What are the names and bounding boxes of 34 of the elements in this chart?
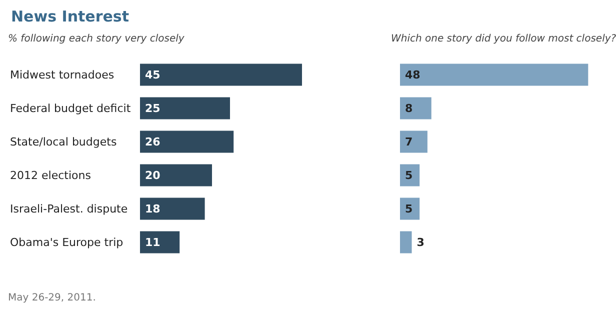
data-label: 20 [145,168,161,182]
data-label: 45 [145,68,160,82]
data-label: 11 [145,236,160,249]
data-label: 48 [405,68,420,82]
y-tick-label: 2012 elections [10,168,92,182]
data-label: 7 [405,135,413,148]
bar [140,198,205,220]
bar [400,64,588,86]
data-label: 5 [405,168,413,182]
data-label: 26 [145,135,161,148]
text: May 26-29, 2011. [8,292,96,304]
bar [140,64,302,86]
bar [400,198,420,220]
bar [400,164,420,186]
data-label: 18 [145,202,160,216]
bar [140,231,180,254]
data-label: 8 [405,102,413,115]
bar [140,130,234,153]
data-label: 25 [145,102,160,115]
y-tick-label: State/local budgets [10,135,117,148]
data-label: 5 [405,202,413,216]
chart-subtitle: % following each story very closely [8,34,186,44]
bar [140,164,212,186]
bar [400,130,428,153]
bar [140,97,230,120]
chart-title: News Interest [11,8,130,26]
chart-subtitle: Which one story did you follow most closely? [391,34,616,44]
bar [400,97,432,120]
data-label: 3 [416,236,424,249]
y-tick-label: Midwest tornadoes [10,68,114,82]
y-tick-label: Israeli-Palest. dispute [10,202,128,216]
y-tick-label: Federal budget deficit [10,102,132,115]
bar [400,231,412,254]
y-tick-label: Obama's Europe trip [10,236,124,249]
